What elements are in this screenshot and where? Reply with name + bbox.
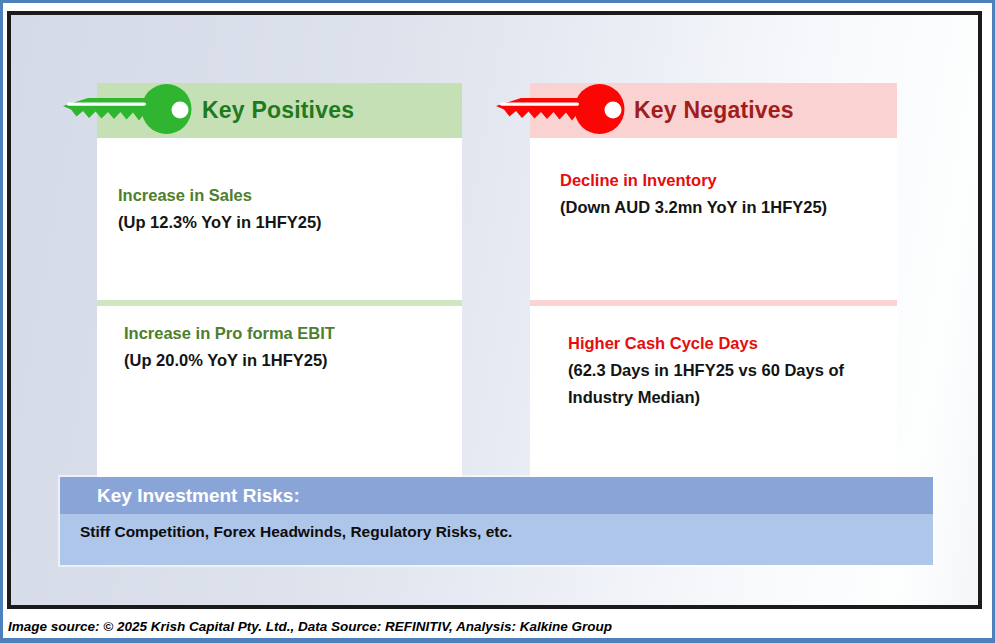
negative-item-1-detail: (Down AUD 3.2mn YoY in 1HFY25) (560, 194, 882, 221)
green-key-icon (62, 82, 200, 139)
positive-item-1-heading: Increase in Sales (118, 182, 462, 209)
investment-risks-header: Key Investment Risks: (60, 477, 933, 514)
negative-item-2-heading: Higher Cash Cycle Days (568, 330, 897, 357)
positive-item-1-detail: (Up 12.3% YoY in 1HFY25) (118, 209, 440, 236)
investment-risks-banner: Key Investment Risks: Stiff Competition,… (60, 477, 933, 565)
negative-item-1-card: Decline in Inventory (Down AUD 3.2mn YoY… (530, 138, 897, 300)
positive-item-2-card: Increase in Pro forma EBIT (Up 20.0% YoY… (97, 306, 462, 477)
negative-item-2-detail: (62.3 Days in 1HFY25 vs 60 Days of Indus… (568, 357, 890, 411)
image-source-text: Image source: © 2025 Krish Capital Pty. … (8, 619, 612, 634)
positive-item-2-heading: Increase in Pro forma EBIT (124, 320, 462, 347)
investment-risks-title: Key Investment Risks: (97, 485, 300, 507)
positive-item-1-card: Increase in Sales (Up 12.3% YoY in 1HFY2… (97, 138, 462, 300)
negative-item-2-card: Higher Cash Cycle Days (62.3 Days in 1HF… (530, 306, 897, 477)
investment-risks-text: Stiff Competition, Forex Headwinds, Regu… (80, 523, 512, 540)
red-key-icon (495, 82, 633, 139)
investment-risks-body: Stiff Competition, Forex Headwinds, Regu… (60, 514, 933, 565)
infographic-page: Key Positives Increase in Sales (Up 12.3… (0, 0, 995, 643)
positive-item-2-detail: (Up 20.0% YoY in 1HFY25) (124, 347, 446, 374)
negative-item-1-heading: Decline in Inventory (560, 167, 897, 194)
